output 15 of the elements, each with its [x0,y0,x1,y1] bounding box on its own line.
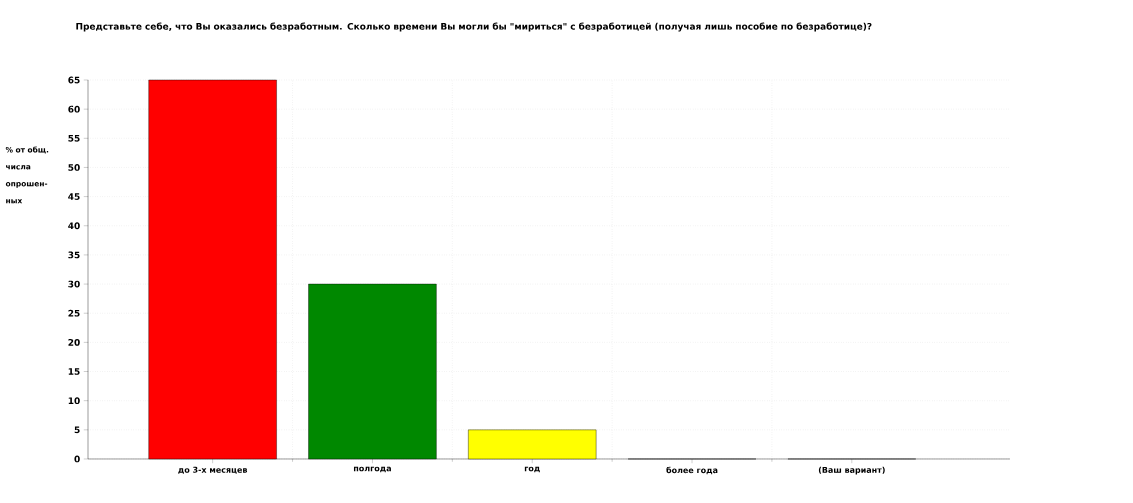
y-tick-label: 5 [74,426,80,434]
y-tick-label: 25 [68,309,80,317]
y-tick-label: 45 [68,193,80,200]
y-tick-label: 30 [68,280,80,288]
y-tick-label: 10 [68,397,80,405]
y-tick-label: 15 [68,368,80,375]
y-tick-label: 35 [68,251,80,259]
y-tick-label: 20 [68,338,80,346]
y-tick-label: 0 [74,455,80,463]
chart-title: Представьте себе, что Вы оказались безработным. Сколько времени Вы могли бы "мириться" с безработицей (получая лишь пособие по безработице)? [76,22,872,32]
y-tick-label: 55 [68,134,80,142]
y-tick-label: 50 [68,164,80,171]
y-tick-label: 60 [68,105,80,113]
y-tick-label: 65 [68,76,80,84]
y-tick-label: 40 [68,222,80,230]
